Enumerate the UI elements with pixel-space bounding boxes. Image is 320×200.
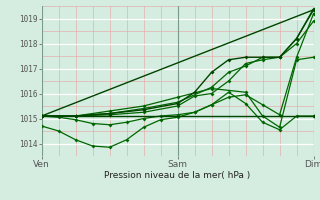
X-axis label: Pression niveau de la mer( hPa ): Pression niveau de la mer( hPa ) bbox=[104, 171, 251, 180]
